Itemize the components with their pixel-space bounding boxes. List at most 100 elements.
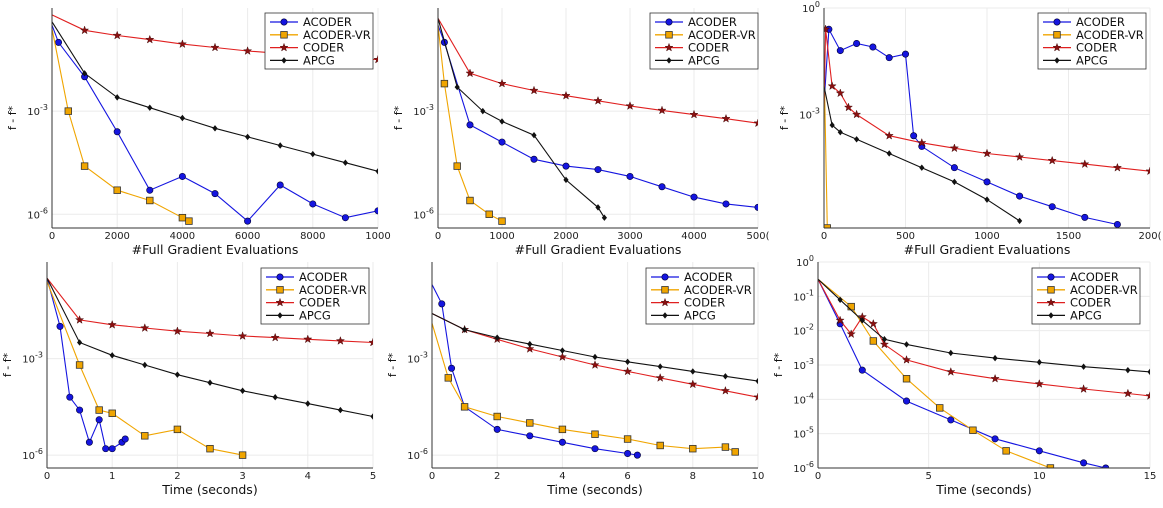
x-tick-label: 500: [896, 231, 915, 242]
series-apcg: [818, 278, 1150, 376]
series-line: [432, 284, 638, 456]
legend-label: APCG: [1076, 53, 1108, 67]
data-point: [448, 364, 456, 372]
legend-label: ACODER-VR: [688, 28, 756, 42]
data-point: [211, 190, 219, 198]
x-tick-label: 10: [752, 471, 765, 482]
series-line: [818, 278, 1051, 468]
data-point: [753, 118, 758, 128]
data-point: [185, 217, 193, 225]
data-point: [903, 397, 911, 405]
data-point: [690, 368, 696, 375]
series-acoder-vr: [818, 278, 1055, 468]
data-point: [847, 302, 855, 311]
series-coder: [824, 24, 1150, 176]
series-coder: [818, 278, 1150, 400]
data-point: [335, 336, 345, 345]
series-line: [438, 25, 758, 208]
y-tick-label: 10-6: [27, 206, 48, 221]
data-point: [243, 46, 253, 55]
x-tick-label: 4000: [170, 231, 195, 242]
data-point: [526, 419, 534, 427]
series-line: [52, 25, 378, 222]
subplot-3: 0 500 1000 1500 200(100 10-3 #Full Gradient Ev…: [778, 0, 1162, 257]
legend-marker: [276, 273, 284, 281]
legend-marker: [1048, 312, 1054, 319]
legend-marker: [1047, 286, 1055, 294]
data-point: [854, 136, 860, 143]
y-tick-label: 10-4: [793, 391, 814, 406]
data-point: [531, 131, 537, 139]
data-point: [846, 329, 856, 338]
series-apcg: [824, 85, 1023, 225]
legend-marker: [664, 42, 674, 52]
legend-label: ACODER-VR: [1070, 283, 1138, 297]
data-point: [1036, 359, 1042, 366]
data-point: [623, 366, 633, 376]
data-point: [829, 121, 835, 129]
data-point: [624, 450, 632, 458]
data-point: [827, 81, 837, 90]
data-point: [95, 406, 103, 414]
data-point: [177, 39, 187, 48]
data-point: [936, 404, 944, 412]
legend-label: ACODER-VR: [684, 283, 752, 297]
legend-marker: [665, 31, 673, 39]
data-point: [969, 426, 977, 434]
legend-marker: [665, 18, 673, 26]
data-point: [852, 109, 862, 119]
data-point: [1002, 447, 1010, 455]
data-point: [178, 172, 186, 180]
data-point: [462, 326, 468, 333]
x-tick-label: 5: [925, 471, 931, 482]
data-point: [245, 133, 251, 141]
series-acoder-vr: [52, 28, 193, 225]
data-point: [594, 166, 602, 174]
data-point: [884, 130, 894, 140]
series-acoder: [52, 25, 378, 225]
legend-label: CODER: [299, 296, 340, 310]
data-point: [526, 432, 534, 440]
series-acoder: [824, 25, 1121, 228]
data-point: [453, 162, 461, 170]
legend-marker: [280, 31, 288, 39]
x-tick-label: 1500: [1056, 231, 1081, 242]
x-tick-label: 15: [1144, 471, 1157, 482]
x-tick-label: 2: [174, 471, 180, 482]
x-tick-label: 500(: [747, 231, 770, 242]
y-axis-label: f - f*: [778, 105, 791, 130]
series-apcg: [47, 277, 373, 420]
data-point: [992, 354, 998, 362]
legend-label: CODER: [1076, 41, 1117, 55]
legend-marker: [275, 297, 285, 307]
data-point: [210, 42, 220, 52]
data-point: [341, 214, 349, 222]
data-point: [561, 90, 571, 100]
y-axis-label: f - f*: [392, 105, 405, 130]
data-point: [595, 204, 601, 211]
data-point: [881, 336, 887, 343]
subplot-5: 0 2 4 6 8 10 10-6 10-3 Time (seconds) f - f* ACODE…: [386, 262, 764, 497]
data-point: [147, 104, 153, 111]
y-tick-label: 10-6: [413, 206, 434, 221]
data-point: [731, 448, 739, 456]
data-point: [1081, 363, 1087, 370]
data-point: [991, 435, 999, 443]
data-point: [493, 412, 501, 421]
data-point: [853, 39, 861, 47]
x-tick-label: 3000: [617, 231, 642, 242]
data-point: [244, 217, 252, 225]
data-point: [869, 337, 878, 345]
data-point: [142, 361, 148, 369]
legend-marker: [1047, 273, 1055, 281]
data-point: [80, 25, 90, 35]
x-axis-label: #Full Gradient Evaluations: [904, 242, 1071, 257]
data-point: [721, 113, 731, 123]
data-point: [112, 30, 122, 40]
data-point: [466, 121, 474, 129]
data-point: [951, 178, 957, 186]
data-point: [1016, 192, 1024, 200]
data-point: [868, 319, 878, 328]
